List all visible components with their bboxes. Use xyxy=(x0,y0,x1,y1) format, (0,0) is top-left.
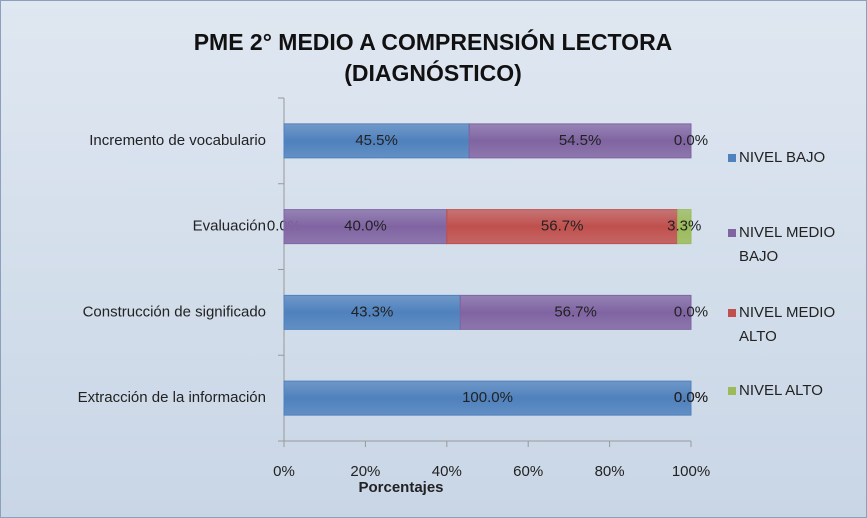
data-label: 56.7% xyxy=(554,303,597,320)
legend-label: NIVEL MEDIO BAJO xyxy=(739,224,836,265)
bar-segment xyxy=(283,294,461,330)
data-label: 54.5% xyxy=(559,132,602,149)
bar-segment xyxy=(459,294,692,330)
data-label: 56.7% xyxy=(541,218,584,235)
data-label: 0.0% xyxy=(674,132,708,149)
data-label: 0.0% xyxy=(674,303,708,320)
legend-swatch xyxy=(728,154,736,162)
data-label: 0.0% xyxy=(674,389,708,406)
x-tick-label: 20% xyxy=(350,463,380,480)
legend-entry: NIVEL ALTO xyxy=(728,379,857,403)
legend-label: NIVEL MEDIO ALTO xyxy=(739,304,836,345)
bar-segment xyxy=(446,209,679,245)
x-tick-label: 100% xyxy=(672,463,710,480)
x-tick-label: 80% xyxy=(595,463,625,480)
bar-segment xyxy=(468,123,692,159)
bar-segment xyxy=(283,123,470,159)
legend-swatch xyxy=(728,229,736,237)
data-label: 3.3% xyxy=(667,218,701,235)
chart-title: PME 2° MEDIO A COMPRENSIÓN LECTORA (DIAG… xyxy=(193,29,673,86)
bar-segment xyxy=(283,380,692,416)
data-label: 45.5% xyxy=(355,132,398,149)
category-label: Incremento de vocabulario xyxy=(89,132,266,149)
category-label: Extracción de la información xyxy=(78,389,266,406)
x-axis-title: Porcentajes xyxy=(358,479,443,496)
legend-entry: NIVEL MEDIO ALTO xyxy=(728,301,857,349)
bar-segment xyxy=(677,209,692,245)
legend-swatch xyxy=(728,309,736,317)
data-label: 100.0% xyxy=(462,389,513,406)
data-label: 43.3% xyxy=(351,303,394,320)
legend-entry: NIVEL MEDIO BAJO xyxy=(728,221,857,269)
legend-label: NIVEL BAJO xyxy=(739,149,826,166)
legend-entry: NIVEL BAJO xyxy=(728,146,857,170)
data-label: 0.0% xyxy=(674,389,708,406)
x-tick-label: 0% xyxy=(273,463,295,480)
x-tick-label: 60% xyxy=(513,463,543,480)
category-label: Construcción de significado xyxy=(83,303,266,320)
category-label: Evaluación xyxy=(193,218,266,235)
data-label: 40.0% xyxy=(344,218,387,235)
legend-swatch xyxy=(728,387,736,395)
x-tick-label: 40% xyxy=(432,463,462,480)
legend-label: NIVEL ALTO xyxy=(739,382,823,399)
